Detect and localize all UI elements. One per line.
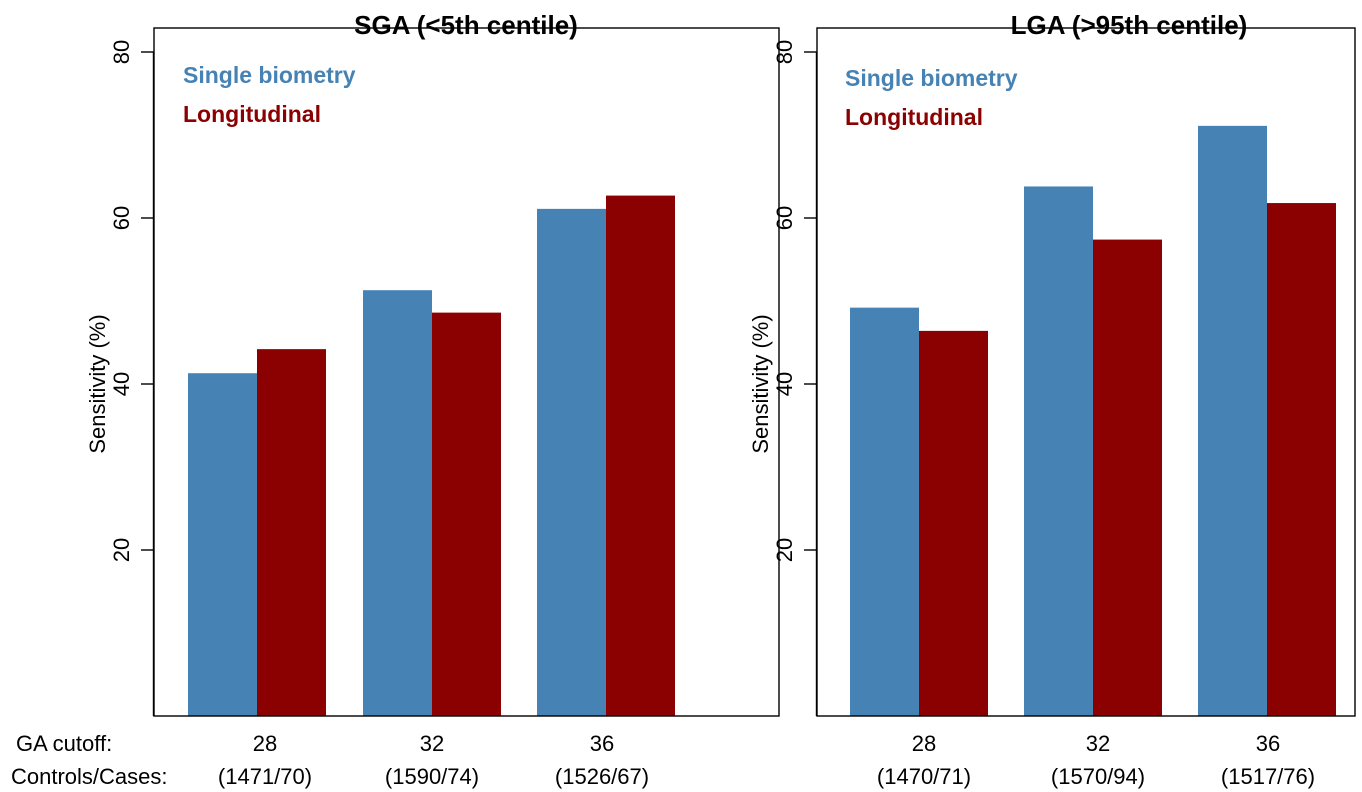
bar-longitudinal-36 [1267, 203, 1336, 716]
y-tick-label: 40 [109, 372, 134, 396]
bar-single-biometry-32 [363, 290, 432, 716]
y-axis: 20 40 60 80 [772, 40, 818, 716]
bar-longitudinal-28 [919, 330, 988, 716]
lga-chart-panel: LGA (>95th centile) Sensitivity (%) 20 40… [748, 10, 1356, 789]
legend-item-single-biometry: Single biometry [845, 65, 1018, 91]
x-category-label: 28 [253, 731, 277, 756]
y-tick-label: 60 [772, 206, 797, 230]
legend-item-single-biometry: Single biometry [183, 62, 356, 88]
y-axis-label: Sensitivity (%) [748, 314, 773, 453]
chart-title: SGA (<5th centile) [354, 10, 578, 40]
bar-single-biometry-36 [1198, 125, 1267, 717]
y-tick-label: 80 [772, 40, 797, 64]
y-axis-label: Sensitivity (%) [85, 314, 110, 453]
x-category-label: 32 [420, 731, 444, 756]
bar-single-biometry-36 [537, 208, 606, 716]
chart-title: LGA (>95th centile) [1011, 10, 1248, 40]
bar-longitudinal-36 [606, 195, 675, 717]
x-category-label: 32 [1086, 731, 1110, 756]
x-count-label: (1526/67) [555, 764, 649, 789]
y-axis: 20 40 60 80 [109, 40, 155, 716]
legend: Single biometry Longitudinal [183, 62, 356, 127]
sga-chart-panel: SGA (<5th centile) Sensitivity (%) 20 40 6… [85, 10, 780, 789]
bar-single-biometry-28 [850, 307, 919, 716]
bar-group [188, 195, 675, 717]
x-category-label: 28 [912, 731, 936, 756]
x-category-label: 36 [1256, 731, 1280, 756]
legend-item-longitudinal: Longitudinal [183, 101, 321, 127]
legend: Single biometry Longitudinal [845, 65, 1018, 130]
bar-single-biometry-32 [1024, 186, 1093, 716]
x-count-label: (1590/74) [385, 764, 479, 789]
x-axis-labels: 28 (1471/70) 32 (1590/74) 36 (1526/67) [218, 731, 649, 789]
x-axis-labels: 28 (1470/71) 32 (1570/94) 36 (1517/76) [877, 731, 1315, 789]
y-tick-label: 40 [772, 372, 797, 396]
y-tick-label: 20 [109, 538, 134, 562]
x-count-label: (1470/71) [877, 764, 971, 789]
y-tick-label: 60 [109, 206, 134, 230]
bar-longitudinal-28 [257, 349, 326, 716]
x-count-label: (1517/76) [1221, 764, 1315, 789]
bar-group [850, 125, 1336, 717]
y-tick-label: 80 [109, 40, 134, 64]
x-category-label: 36 [590, 731, 614, 756]
legend-item-longitudinal: Longitudinal [845, 104, 983, 130]
bar-longitudinal-32 [1093, 239, 1162, 716]
bar-longitudinal-32 [432, 312, 501, 716]
y-tick-label: 20 [772, 538, 797, 562]
x-count-label: (1471/70) [218, 764, 312, 789]
controls-cases-row-label: Controls/Cases: [11, 764, 168, 789]
x-count-label: (1570/94) [1051, 764, 1145, 789]
ga-cutoff-row-label: GA cutoff: [16, 731, 112, 756]
bar-single-biometry-28 [188, 373, 257, 716]
